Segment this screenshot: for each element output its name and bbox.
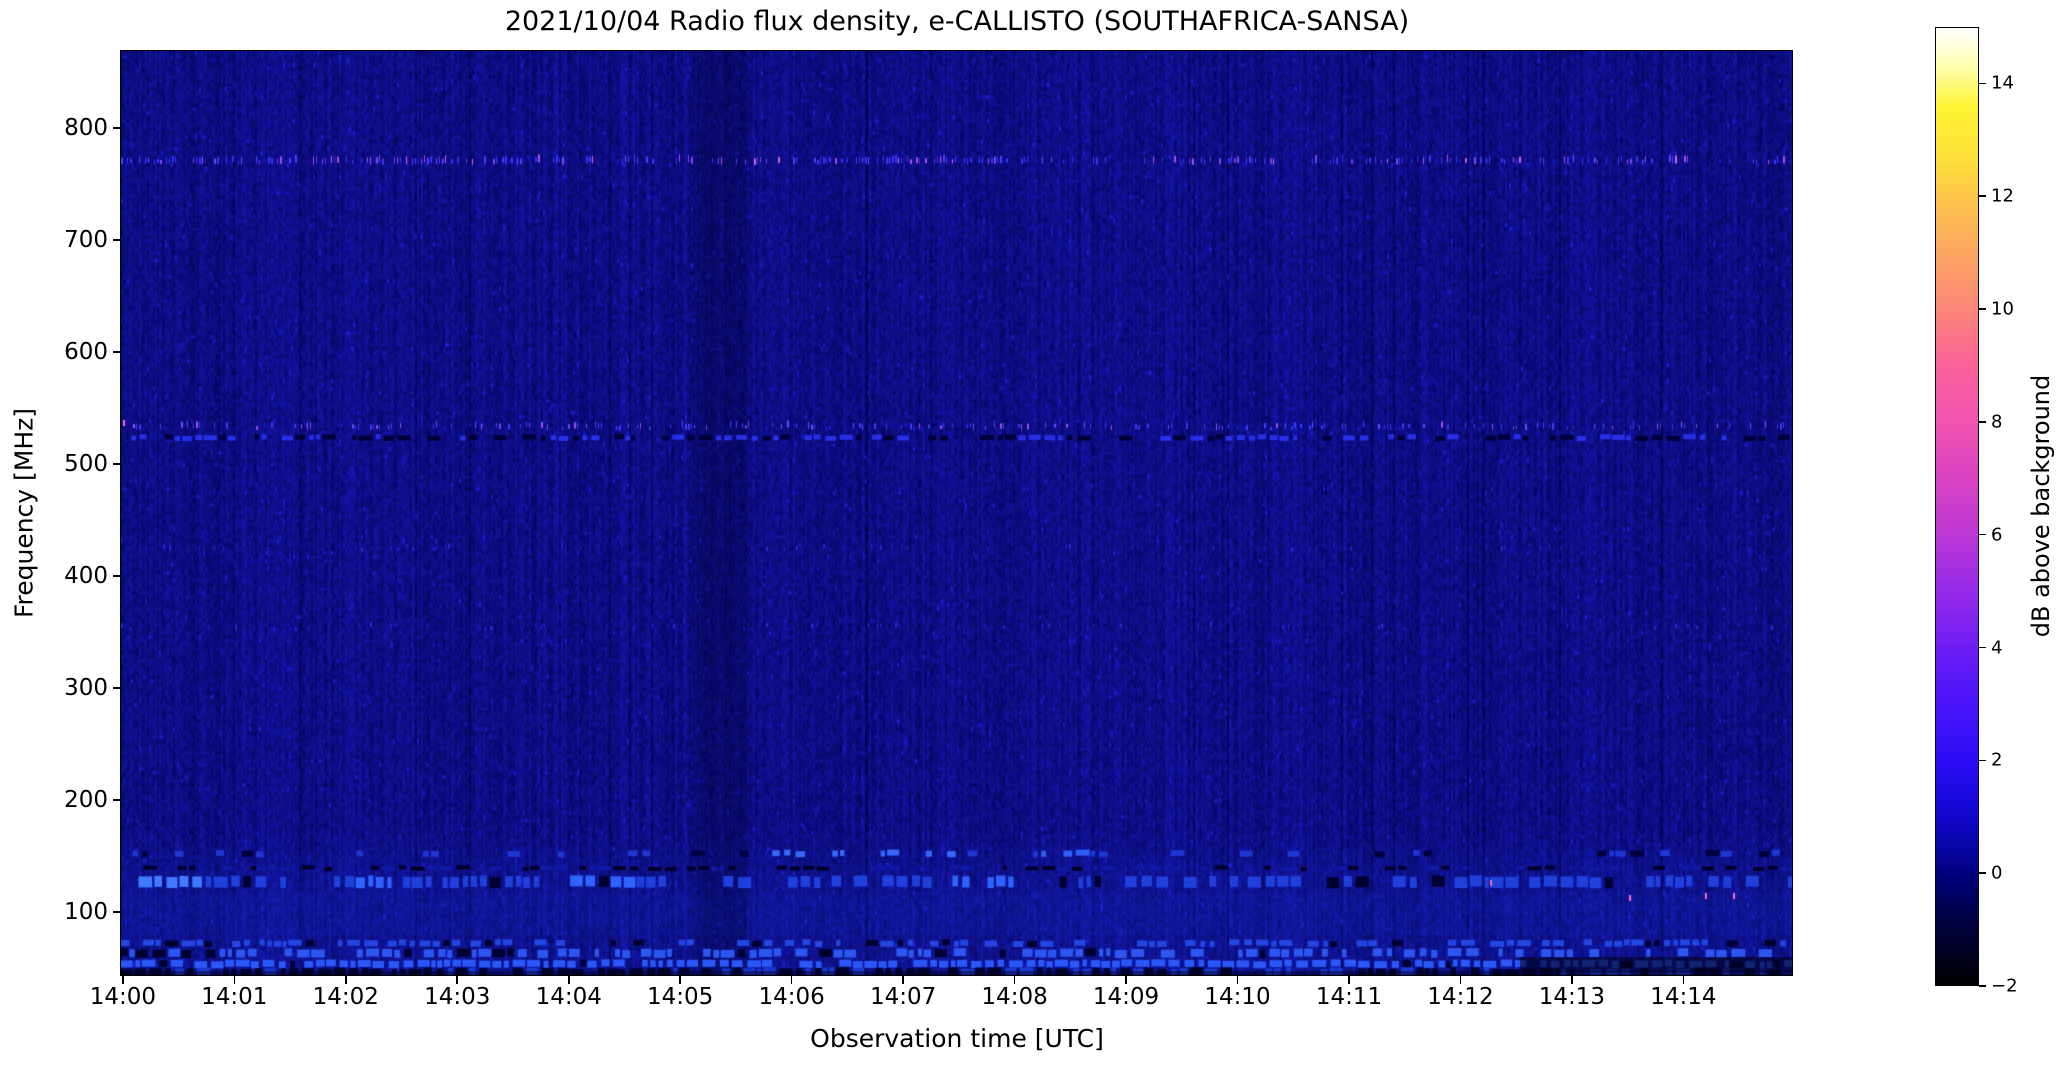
colorbar-tick-label: 12	[1991, 185, 2014, 207]
colorbar-label: dB above background	[2027, 374, 2055, 638]
x-tick-label: 14:13	[1538, 984, 1606, 1010]
x-tick-mark	[233, 976, 236, 984]
colorbar-tick-label: 8	[1991, 411, 2003, 433]
y-tick-label: 400	[64, 563, 108, 590]
x-tick-label: 14:06	[758, 984, 825, 1010]
x-axis-label: Observation time [UTC]	[810, 1024, 1104, 1053]
x-tick-mark	[679, 976, 681, 984]
y-tick-mark	[113, 127, 121, 130]
y-tick-label: 600	[64, 339, 108, 366]
colorbar-tick-mark	[1979, 533, 1986, 536]
y-tick-label: 200	[64, 787, 108, 814]
x-tick-mark	[344, 976, 347, 984]
x-tick-label: 14:02	[312, 984, 379, 1010]
y-tick-mark	[113, 463, 121, 466]
colorbar-tick-mark	[1979, 195, 1986, 198]
colorbar-tick-label: 10	[1991, 298, 2014, 320]
y-tick-mark	[113, 911, 121, 913]
x-tick-label: 14:14	[1650, 984, 1717, 1010]
y-axis-label: Frequency [MHz]	[9, 407, 39, 619]
chart-title: 2021/10/04 Radio flux density, e-CALLIST…	[504, 6, 1410, 37]
spectrogram-canvas	[121, 51, 1793, 976]
colorbar-tick-label: 14	[1991, 72, 2014, 94]
x-tick-mark	[456, 976, 459, 984]
colorbar-tick-mark	[1979, 872, 1986, 874]
colorbar-tick-label: 2	[1991, 749, 2003, 771]
colorbar-tick-mark	[1979, 646, 1986, 649]
y-tick-label: 800	[64, 115, 108, 142]
x-tick-label: 14:04	[535, 984, 602, 1010]
x-tick-mark	[1348, 976, 1350, 984]
y-tick-mark	[113, 351, 121, 354]
x-tick-mark	[567, 976, 570, 984]
x-tick-mark	[122, 976, 124, 984]
x-tick-mark	[902, 976, 904, 984]
x-tick-mark	[790, 976, 793, 984]
x-tick-label: 14:03	[424, 984, 491, 1010]
x-tick-label: 14:05	[647, 984, 714, 1010]
colorbar-tick-mark	[1979, 985, 1986, 987]
y-tick-label: 700	[64, 227, 108, 254]
x-tick-label: 14:11	[1315, 984, 1383, 1010]
x-tick-label: 14:08	[981, 984, 1048, 1010]
x-tick-label: 14:00	[89, 984, 156, 1010]
x-tick-mark	[1459, 976, 1462, 984]
x-tick-label: 14:07	[869, 984, 937, 1010]
y-tick-mark	[113, 799, 121, 801]
colorbar	[1935, 27, 1979, 986]
colorbar-tick-mark	[1979, 759, 1986, 762]
y-tick-label: 100	[64, 899, 108, 926]
y-tick-mark	[113, 687, 121, 689]
y-tick-mark	[113, 575, 121, 577]
x-tick-mark	[1013, 976, 1016, 984]
colorbar-tick-label: 4	[1991, 637, 2003, 659]
x-tick-mark	[1236, 976, 1239, 984]
y-tick-label: 500	[64, 451, 108, 478]
colorbar-tick-mark	[1979, 82, 1986, 85]
x-tick-mark	[1682, 976, 1685, 984]
x-tick-label: 14:10	[1204, 984, 1271, 1010]
x-tick-mark	[1125, 976, 1127, 984]
colorbar-tick-label: 0	[1991, 862, 2003, 884]
colorbar-tick-mark	[1979, 308, 1986, 310]
colorbar-tick-label: 6	[1991, 524, 2003, 546]
x-tick-label: 14:01	[201, 984, 268, 1010]
y-tick-label: 300	[64, 675, 108, 702]
colorbar-tick-mark	[1979, 421, 1986, 423]
x-tick-mark	[1571, 976, 1573, 984]
y-tick-mark	[113, 239, 121, 242]
x-tick-label: 14:12	[1427, 984, 1494, 1010]
x-tick-label: 14:09	[1092, 984, 1160, 1010]
colorbar-tick-label: −2	[1991, 975, 2018, 997]
